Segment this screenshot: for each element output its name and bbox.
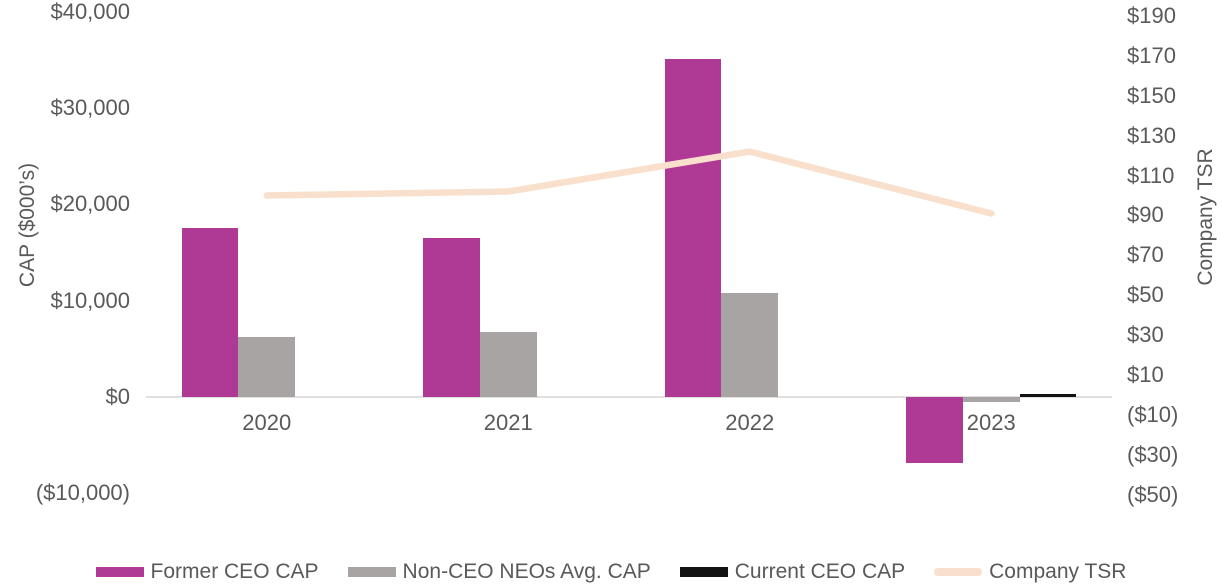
bar-non-ceo-neos-avg-cap-2021 <box>479 331 537 397</box>
bar-current-ceo-cap-2023 <box>1019 394 1077 397</box>
left-axis-tick: $30,000 <box>50 95 130 121</box>
left-axis-tick: $10,000 <box>50 287 130 313</box>
x-axis-line <box>146 396 1112 398</box>
legend-swatch-bar <box>347 567 396 577</box>
right-axis-tick: $50 <box>1127 282 1164 308</box>
x-axis-label-2023: 2023 <box>966 410 1016 435</box>
legend-swatch-bar <box>95 567 144 577</box>
right-axis-tick: $90 <box>1127 202 1164 228</box>
right-axis-tick: $110 <box>1127 162 1175 188</box>
left-axis-tick: $0 <box>105 384 130 409</box>
right-axis-tick: $170 <box>1127 42 1176 68</box>
legend-label: Company TSR <box>989 560 1127 583</box>
right-axis-tick: $10 <box>1127 362 1164 388</box>
right-axis-tick: $30 <box>1127 322 1164 348</box>
legend-label: Non-CEO NEOs Avg. CAP <box>402 560 651 583</box>
bar-former-ceo-cap-2021 <box>423 238 480 397</box>
legend-item-non-ceo-neos-avg-cap: Non-CEO NEOs Avg. CAP <box>347 560 651 584</box>
right-axis-tick: ($30) <box>1127 441 1179 467</box>
legend-item-company-tsr: Company TSR <box>934 560 1126 584</box>
right-axis-tick: $190 <box>1127 2 1176 28</box>
left-axis-tick: $20,000 <box>50 191 130 217</box>
legend-swatch-bar <box>679 567 728 577</box>
bar-non-ceo-neos-avg-cap-2020 <box>238 337 296 397</box>
legend-item-current-ceo-cap: Current CEO CAP <box>679 560 906 584</box>
bar-non-ceo-neos-avg-cap-2022 <box>721 292 779 397</box>
right-axis-tick: $70 <box>1127 242 1164 268</box>
legend-label: Former CEO CAP <box>150 560 319 583</box>
bar-former-ceo-cap-2022 <box>664 58 722 397</box>
company-tsr-line <box>263 148 995 217</box>
right-axis-tick: ($50) <box>1127 481 1179 507</box>
legend-swatch-line <box>934 568 983 576</box>
bar-former-ceo-cap-2020 <box>181 227 239 397</box>
right-axis-tick: $130 <box>1127 122 1176 148</box>
legend: Former CEO CAP Non-CEO NEOs Avg. CAP Curre… <box>0 560 1222 584</box>
x-axis-label-2020: 2020 <box>242 410 292 435</box>
bar-former-ceo-cap-2023 <box>906 397 963 464</box>
bar-non-ceo-neos-avg-cap-2023 <box>962 397 1020 403</box>
right-axis-tick: ($10) <box>1127 401 1179 427</box>
legend-item-former-ceo-cap: Former CEO CAP <box>95 560 319 584</box>
left-axis-title: CAP ($000’s) <box>16 162 39 288</box>
x-axis-label-2021: 2021 <box>483 410 533 435</box>
legend-label: Current CEO CAP <box>734 560 906 583</box>
left-axis-tick: $40,000 <box>50 0 130 24</box>
x-axis-label-2022: 2022 <box>725 410 775 435</box>
left-axis-tick: ($10,000) <box>35 480 130 506</box>
right-axis-tick: $150 <box>1127 82 1176 108</box>
